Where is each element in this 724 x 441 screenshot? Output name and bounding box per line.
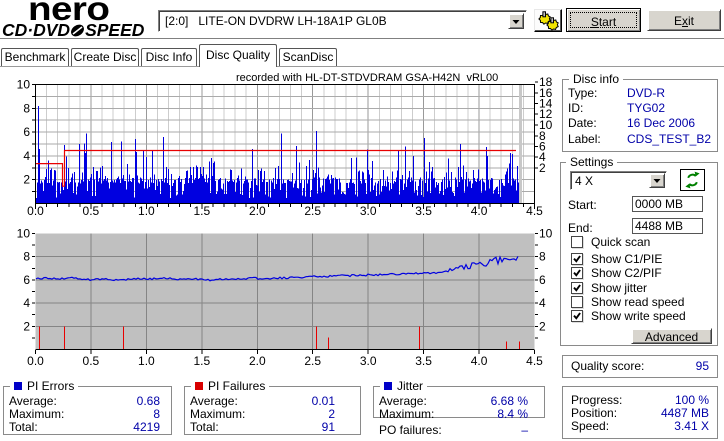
svg-text:2: 2 (539, 161, 546, 175)
svg-text:8: 8 (23, 250, 30, 264)
svg-text:2: 2 (23, 173, 30, 187)
svg-text:2: 2 (23, 319, 30, 333)
svg-text:2.5: 2.5 (304, 354, 321, 368)
svg-text:18: 18 (539, 75, 553, 89)
svg-text:10: 10 (17, 227, 31, 241)
svg-text:4: 4 (23, 149, 30, 163)
svg-text:2.0: 2.0 (249, 204, 266, 218)
svg-text:2: 2 (539, 319, 546, 333)
svg-text:4: 4 (539, 296, 546, 310)
svg-text:10: 10 (539, 118, 553, 132)
svg-text:14: 14 (539, 97, 553, 111)
svg-text:0.0: 0.0 (27, 204, 44, 218)
svg-text:2.5: 2.5 (304, 204, 321, 218)
svg-text:8: 8 (539, 129, 546, 143)
svg-text:8: 8 (23, 101, 30, 115)
svg-text:3.5: 3.5 (415, 354, 432, 368)
svg-text:10: 10 (17, 78, 31, 92)
svg-text:6: 6 (23, 273, 30, 287)
svg-text:8: 8 (539, 250, 546, 264)
svg-text:3.5: 3.5 (415, 204, 432, 218)
svg-text:4.0: 4.0 (471, 354, 488, 368)
svg-text:0.5: 0.5 (83, 354, 100, 368)
svg-text:0.0: 0.0 (27, 354, 44, 368)
svg-text:3.0: 3.0 (360, 204, 377, 218)
svg-text:6: 6 (539, 140, 546, 154)
svg-text:1.5: 1.5 (193, 204, 210, 218)
svg-text:6: 6 (23, 125, 30, 139)
svg-text:6: 6 (539, 273, 546, 287)
svg-text:4: 4 (23, 296, 30, 310)
svg-text:16: 16 (539, 86, 553, 100)
svg-text:10: 10 (539, 227, 553, 241)
svg-text:12: 12 (539, 107, 553, 121)
svg-text:1.5: 1.5 (193, 354, 210, 368)
svg-text:4.5: 4.5 (526, 204, 543, 218)
svg-text:4.5: 4.5 (526, 354, 543, 368)
svg-text:4.0: 4.0 (471, 204, 488, 218)
svg-text:1.0: 1.0 (138, 204, 155, 218)
svg-text:3.0: 3.0 (360, 354, 377, 368)
svg-text:0.5: 0.5 (83, 204, 100, 218)
svg-text:4: 4 (539, 150, 546, 164)
svg-text:1.0: 1.0 (138, 354, 155, 368)
svg-text:2.0: 2.0 (249, 354, 266, 368)
